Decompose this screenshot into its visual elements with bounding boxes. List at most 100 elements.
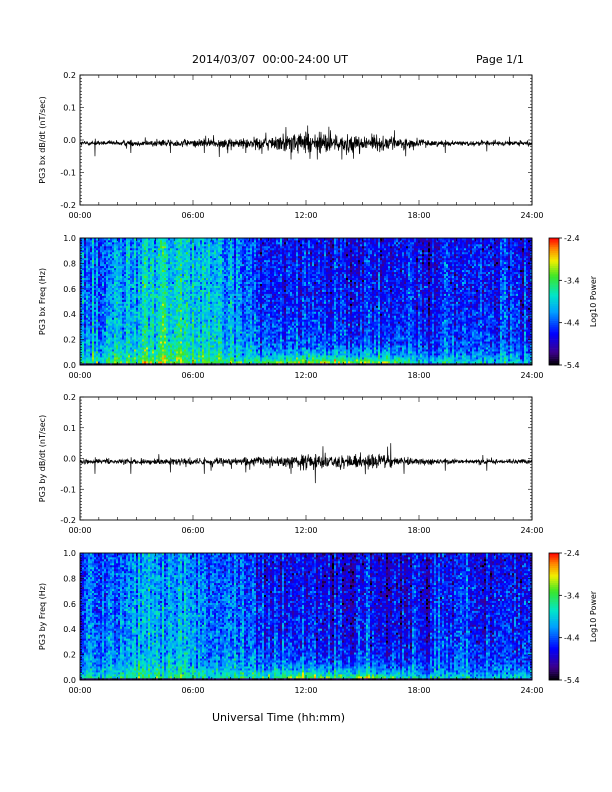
spectrogram-cell [192, 250, 194, 252]
spectrogram-cell [198, 264, 200, 266]
spectrogram-cell [216, 268, 218, 270]
spectrogram-cell [220, 274, 222, 276]
spectrogram-cell [226, 341, 228, 343]
spectrogram-cell [182, 359, 184, 361]
spectrogram-cell [86, 337, 88, 339]
spectrogram-cell [222, 355, 224, 357]
spectrogram-cell [124, 355, 126, 357]
spectrogram-cell [226, 317, 228, 319]
spectrogram-cell [164, 296, 166, 298]
spectrogram-cell [188, 349, 190, 351]
spectrogram-cell [152, 305, 154, 307]
spectrogram-cell [172, 246, 174, 248]
spectrogram-cell [182, 242, 184, 244]
spectrogram-cell [188, 246, 190, 248]
spectrogram-cell [90, 260, 92, 262]
x-tick-label: 18:00 [407, 211, 430, 220]
spectrogram-cell [164, 341, 166, 343]
spectrogram-cell [198, 305, 200, 307]
spectrogram-cell [144, 250, 146, 252]
spectrogram-cell [208, 317, 210, 319]
spectrogram-cell [216, 341, 218, 343]
spectrogram-cell [148, 278, 150, 280]
spectrogram-cell [192, 323, 194, 325]
spectrogram-cell [230, 349, 232, 351]
spectrogram-cell [150, 309, 152, 311]
spectrogram-cell [206, 254, 208, 256]
spectrogram-cell [118, 282, 120, 284]
spectrogram-cell [186, 300, 188, 302]
spectrogram-cell [114, 341, 116, 343]
spectrogram-cell [150, 355, 152, 357]
spectrogram-cell [150, 323, 152, 325]
spectrogram-cell [122, 355, 124, 357]
spectrogram-cell [204, 254, 206, 256]
spectrogram-cell [86, 331, 88, 333]
spectrogram-cell [120, 292, 122, 294]
spectrogram-cell [152, 254, 154, 256]
spectrogram-cell [224, 274, 226, 276]
spectrogram-cell [194, 355, 196, 357]
spectrogram-cell [108, 345, 110, 347]
spectrogram-cell [158, 300, 160, 302]
spectrogram-cell [138, 282, 140, 284]
spectrogram-cell [176, 327, 178, 329]
spectrogram-cell [172, 331, 174, 333]
spectrogram-cell [130, 254, 132, 256]
spectrogram-cell [214, 278, 216, 280]
spectrogram-cell [98, 305, 100, 307]
spectrogram-cell [144, 246, 146, 248]
spectrogram-cell [204, 300, 206, 302]
spectrogram-cell [178, 313, 180, 315]
spectrogram-cell [132, 300, 134, 302]
spectrogram-cell [144, 278, 146, 280]
x-tick-label: 24:00 [520, 211, 543, 220]
spectrogram-cell [158, 309, 160, 311]
spectrogram-cell [146, 313, 148, 315]
spectrogram-cell [122, 317, 124, 319]
spectrogram-cell [226, 355, 228, 357]
spectrogram-cell [82, 268, 84, 270]
spectrogram-cell [122, 274, 124, 276]
spectrogram-cell [164, 300, 166, 302]
spectrogram-cell [204, 292, 206, 294]
spectrogram-cell [184, 309, 186, 311]
spectrogram-cell [226, 250, 228, 252]
spectrogram-cell [194, 327, 196, 329]
spectrogram-cell [100, 359, 102, 361]
spectrogram-cell [120, 300, 122, 302]
spectrogram-cell [150, 345, 152, 347]
spectrogram-cell [134, 282, 136, 284]
spectrogram-cell [122, 264, 124, 266]
spectrogram-cell [86, 246, 88, 248]
spectrogram-cell [166, 274, 168, 276]
spectrogram-cell [202, 313, 204, 315]
spectrogram-cell [204, 341, 206, 343]
spectrogram-cell [148, 359, 150, 361]
spectrogram-cell [216, 254, 218, 256]
spectrogram-cell [148, 337, 150, 339]
spectrogram-cell [116, 300, 118, 302]
spectrogram-cell [212, 327, 214, 329]
spectrogram-cell [82, 337, 84, 339]
spectrogram-cell [122, 359, 124, 361]
spectrogram-cell [200, 355, 202, 357]
spectrogram-cell [218, 355, 220, 357]
spectrogram-cell [176, 323, 178, 325]
spectrogram-cell [106, 282, 108, 284]
spectrogram-cell [88, 254, 90, 256]
spectrogram-cell [86, 345, 88, 347]
spectrogram-cell [102, 286, 104, 288]
spectrogram-cell [170, 278, 172, 280]
spectrogram-cell [228, 254, 230, 256]
spectrogram-cell [172, 286, 174, 288]
spectrogram-cell [178, 260, 180, 262]
spectrogram-cell [174, 300, 176, 302]
spectrogram-cell [158, 282, 160, 284]
spectrogram-cell [164, 309, 166, 311]
spectrogram-cell [84, 359, 86, 361]
spectrogram-cell [224, 337, 226, 339]
spectrogram-cell [222, 359, 224, 361]
spectrogram-cell [128, 264, 130, 266]
spectrogram-cell [196, 296, 198, 298]
